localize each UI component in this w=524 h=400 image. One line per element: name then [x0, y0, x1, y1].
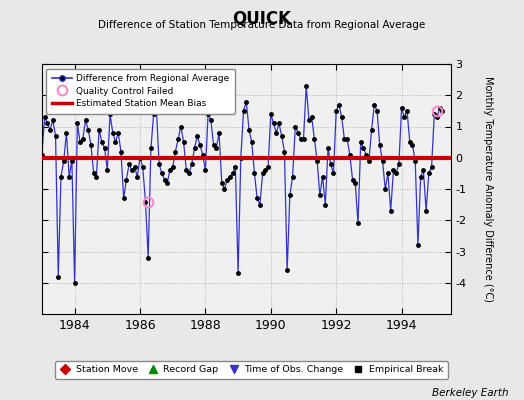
Text: Difference of Station Temperature Data from Regional Average: Difference of Station Temperature Data f…: [99, 20, 425, 30]
Y-axis label: Monthly Temperature Anomaly Difference (°C): Monthly Temperature Anomaly Difference (…: [483, 76, 493, 302]
Legend: Difference from Regional Average, Quality Control Failed, Estimated Station Mean: Difference from Regional Average, Qualit…: [47, 68, 235, 114]
Text: Berkeley Earth: Berkeley Earth: [432, 388, 508, 398]
Text: QUICK: QUICK: [233, 10, 291, 28]
Legend: Station Move, Record Gap, Time of Obs. Change, Empirical Break: Station Move, Record Gap, Time of Obs. C…: [55, 361, 448, 379]
